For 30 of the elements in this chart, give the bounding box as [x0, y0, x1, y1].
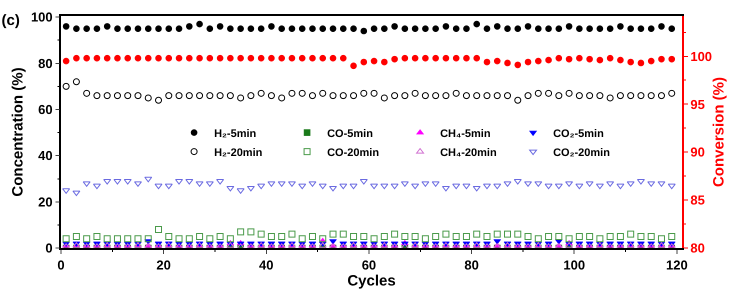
legend-label: H₂-5min	[214, 128, 257, 140]
legend-label: CO-20min	[327, 146, 380, 159]
y2-tick-label: 95	[690, 96, 705, 112]
y2-tick-label: 85	[690, 192, 705, 208]
x-tick-label: 120	[666, 257, 688, 272]
x-tick-label: 100	[563, 257, 586, 272]
legend-label: CO₂-5min	[553, 128, 604, 140]
y-axis-title: Concentration (%)	[10, 67, 27, 197]
x-tick-label: 80	[464, 257, 479, 272]
x-tick-label: 20	[156, 257, 171, 272]
legend-label: H₂-20min	[214, 146, 263, 159]
y2-axis-title: Conversion (%)	[710, 76, 728, 188]
y2-tick-label: 100	[690, 48, 712, 64]
chart-title: (c)	[2, 12, 20, 30]
y2-tick-label: 80	[690, 240, 705, 256]
y-tick-label: 100	[30, 10, 53, 25]
y-tick-label: 40	[38, 148, 53, 164]
x-axis-title: Cycles	[347, 272, 396, 290]
y2-tick-label: 90	[690, 144, 705, 160]
y-tick-label: 20	[38, 194, 53, 210]
x-tick-label: 60	[362, 257, 376, 272]
y-tick-label: 60	[38, 102, 53, 118]
legend-label: CH₄-5min	[440, 128, 491, 140]
legend-label: CO₂-20min	[553, 146, 610, 159]
legend-label: CO-5min	[327, 128, 374, 140]
legend-label: CH₄-20min	[440, 146, 497, 159]
y-tick-label: 0	[45, 240, 53, 256]
y-tick-label: 80	[38, 56, 53, 71]
x-tick-label: 40	[259, 257, 274, 272]
x-tick-label: 0	[57, 257, 65, 272]
